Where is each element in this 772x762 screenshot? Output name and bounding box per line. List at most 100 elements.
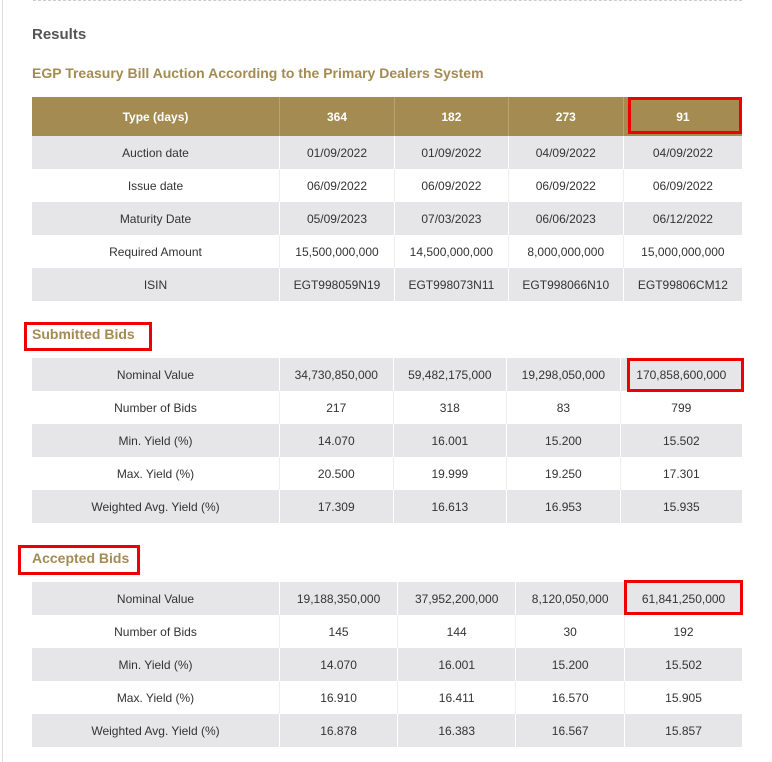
column-header: Type (days) [32,97,280,136]
row-label: ISIN [32,268,280,301]
auction-title: EGP Treasury Bill Auction According to t… [32,65,484,81]
table-cell: 15.857 [624,714,742,747]
table-cell: 16.383 [397,714,516,747]
table-cell: 8,000,000,000 [507,235,624,268]
table-cell: 16.411 [397,681,516,714]
table-cell: 20.500 [279,457,394,490]
table-cell: EGT99806CM12 [622,268,742,301]
table-cell: 318 [392,391,507,424]
table-cell: 05/09/2023 [279,202,395,235]
table-cell: 15,500,000,000 [279,235,395,268]
row-label: Max. Yield (%) [32,457,280,490]
highlight-box [24,322,152,351]
row-label: Weighted Avg. Yield (%) [32,490,280,523]
table-cell: 16.567 [515,714,625,747]
table-row: Max. Yield (%) 16.910 16.411 16.570 15.905 [32,681,742,714]
table-cell: 14.070 [279,424,394,457]
row-label: Auction date [32,136,280,169]
table-row: Issue date 06/09/2022 06/09/2022 06/09/2022… [32,169,742,202]
column-header: 364 [279,97,395,136]
table-cell: EGT998059N19 [279,268,395,301]
table-row: Auction date 01/09/2022 01/09/2022 04/09/20… [32,136,742,169]
table-cell: 15.502 [624,648,742,681]
table-cell: 61,841,250,000 [624,582,742,615]
table-cell: 15,000,000,000 [622,235,742,268]
table-row: Weighted Avg. Yield (%) 16.878 16.383 16.56… [32,714,742,747]
table-cell: 799 [619,391,742,424]
table-row: Number of Bids 217 318 83 799 [32,391,742,424]
left-border [2,0,3,762]
table-row: Number of Bids 145 144 30 192 [32,615,742,648]
submitted-bids-table: Nominal Value 34,730,850,000 59,482,175,00… [32,358,742,523]
table-cell: 16.910 [278,681,398,714]
table-cell: 17.309 [279,490,394,523]
row-label: Required Amount [32,235,280,268]
table-cell: 37,952,200,000 [397,582,516,615]
accepted-bids-table: Nominal Value 19,188,350,000 37,952,200,00… [32,582,742,747]
row-label: Min. Yield (%) [32,424,280,457]
row-label: Min. Yield (%) [32,648,280,681]
table-row: Required Amount 15,500,000,000 14,500,000,… [32,235,742,268]
column-header: 273 [507,97,624,136]
table-cell: 170,858,600,000 [619,358,742,391]
row-label: Issue date [32,169,280,202]
table-cell: 15.200 [506,424,621,457]
table-cell: 19.999 [392,457,507,490]
row-label: Nominal Value [32,358,280,391]
highlight-box [627,358,744,392]
table-row: Nominal Value 19,188,350,000 37,952,200,00… [32,582,742,615]
highlight-box [18,545,140,575]
table-cell: 34,730,850,000 [279,358,394,391]
table-row: Weighted Avg. Yield (%) 17.309 16.613 16.95… [32,490,742,523]
results-heading: Results [32,26,87,43]
table-cell: 06/12/2022 [622,202,742,235]
table-cell: 06/09/2022 [279,169,395,202]
table-cell: 16.878 [278,714,398,747]
table-cell: 19.250 [506,457,621,490]
table-cell: EGT998073N11 [393,268,509,301]
row-label: Max. Yield (%) [32,681,280,714]
table-cell: 16.001 [397,648,516,681]
row-label: Number of Bids [32,391,280,424]
table-cell: 16.613 [392,490,507,523]
row-label: Maturity Date [32,202,280,235]
table-cell: 14,500,000,000 [393,235,509,268]
table-cell: 14.070 [278,648,398,681]
header-row: Type (days) 364 182 273 91 [32,97,742,136]
divider [33,0,742,1]
table-cell: 15.502 [619,424,742,457]
table-row: ISIN EGT998059N19 EGT998073N11 EGT998066N10… [32,268,742,301]
table-cell: 83 [506,391,621,424]
table-cell: 145 [278,615,398,648]
table-cell: 06/06/2023 [507,202,624,235]
table-cell: 217 [279,391,394,424]
table-row: Min. Yield (%) 14.070 16.001 15.200 15.502 [32,648,742,681]
accepted-bids-heading: Accepted Bids [32,550,130,566]
table-cell: 15.905 [624,681,742,714]
table-cell: 144 [397,615,516,648]
table-cell: 04/09/2022 [622,136,742,169]
table-cell: 8,120,050,000 [515,582,625,615]
table-cell: 16.001 [392,424,507,457]
table-cell: 01/09/2022 [279,136,395,169]
column-header: 91 [622,97,742,136]
table-cell: 19,298,050,000 [506,358,621,391]
auction-table: Type (days) 364 182 273 91 Auction date 01/09/… [32,97,742,301]
table-cell: 16.570 [515,681,625,714]
table-cell: 30 [515,615,625,648]
row-label: Weighted Avg. Yield (%) [32,714,280,747]
table-cell: 06/09/2022 [622,169,742,202]
table-cell: 15.935 [619,490,742,523]
row-label: Number of Bids [32,615,280,648]
table-row: Nominal Value 34,730,850,000 59,482,175,00… [32,358,742,391]
table-cell: 01/09/2022 [393,136,509,169]
table-cell: 06/09/2022 [507,169,624,202]
table-row: Max. Yield (%) 20.500 19.999 19.250 17.301 [32,457,742,490]
highlight-box [624,580,743,615]
highlight-box [628,97,742,134]
submitted-bids-heading: Submitted Bids [32,326,135,342]
table-cell: 59,482,175,000 [392,358,507,391]
table-cell: EGT998066N10 [507,268,624,301]
table-row: Maturity Date 05/09/2023 07/03/2023 06/06/2… [32,202,742,235]
table-cell: 06/09/2022 [393,169,509,202]
